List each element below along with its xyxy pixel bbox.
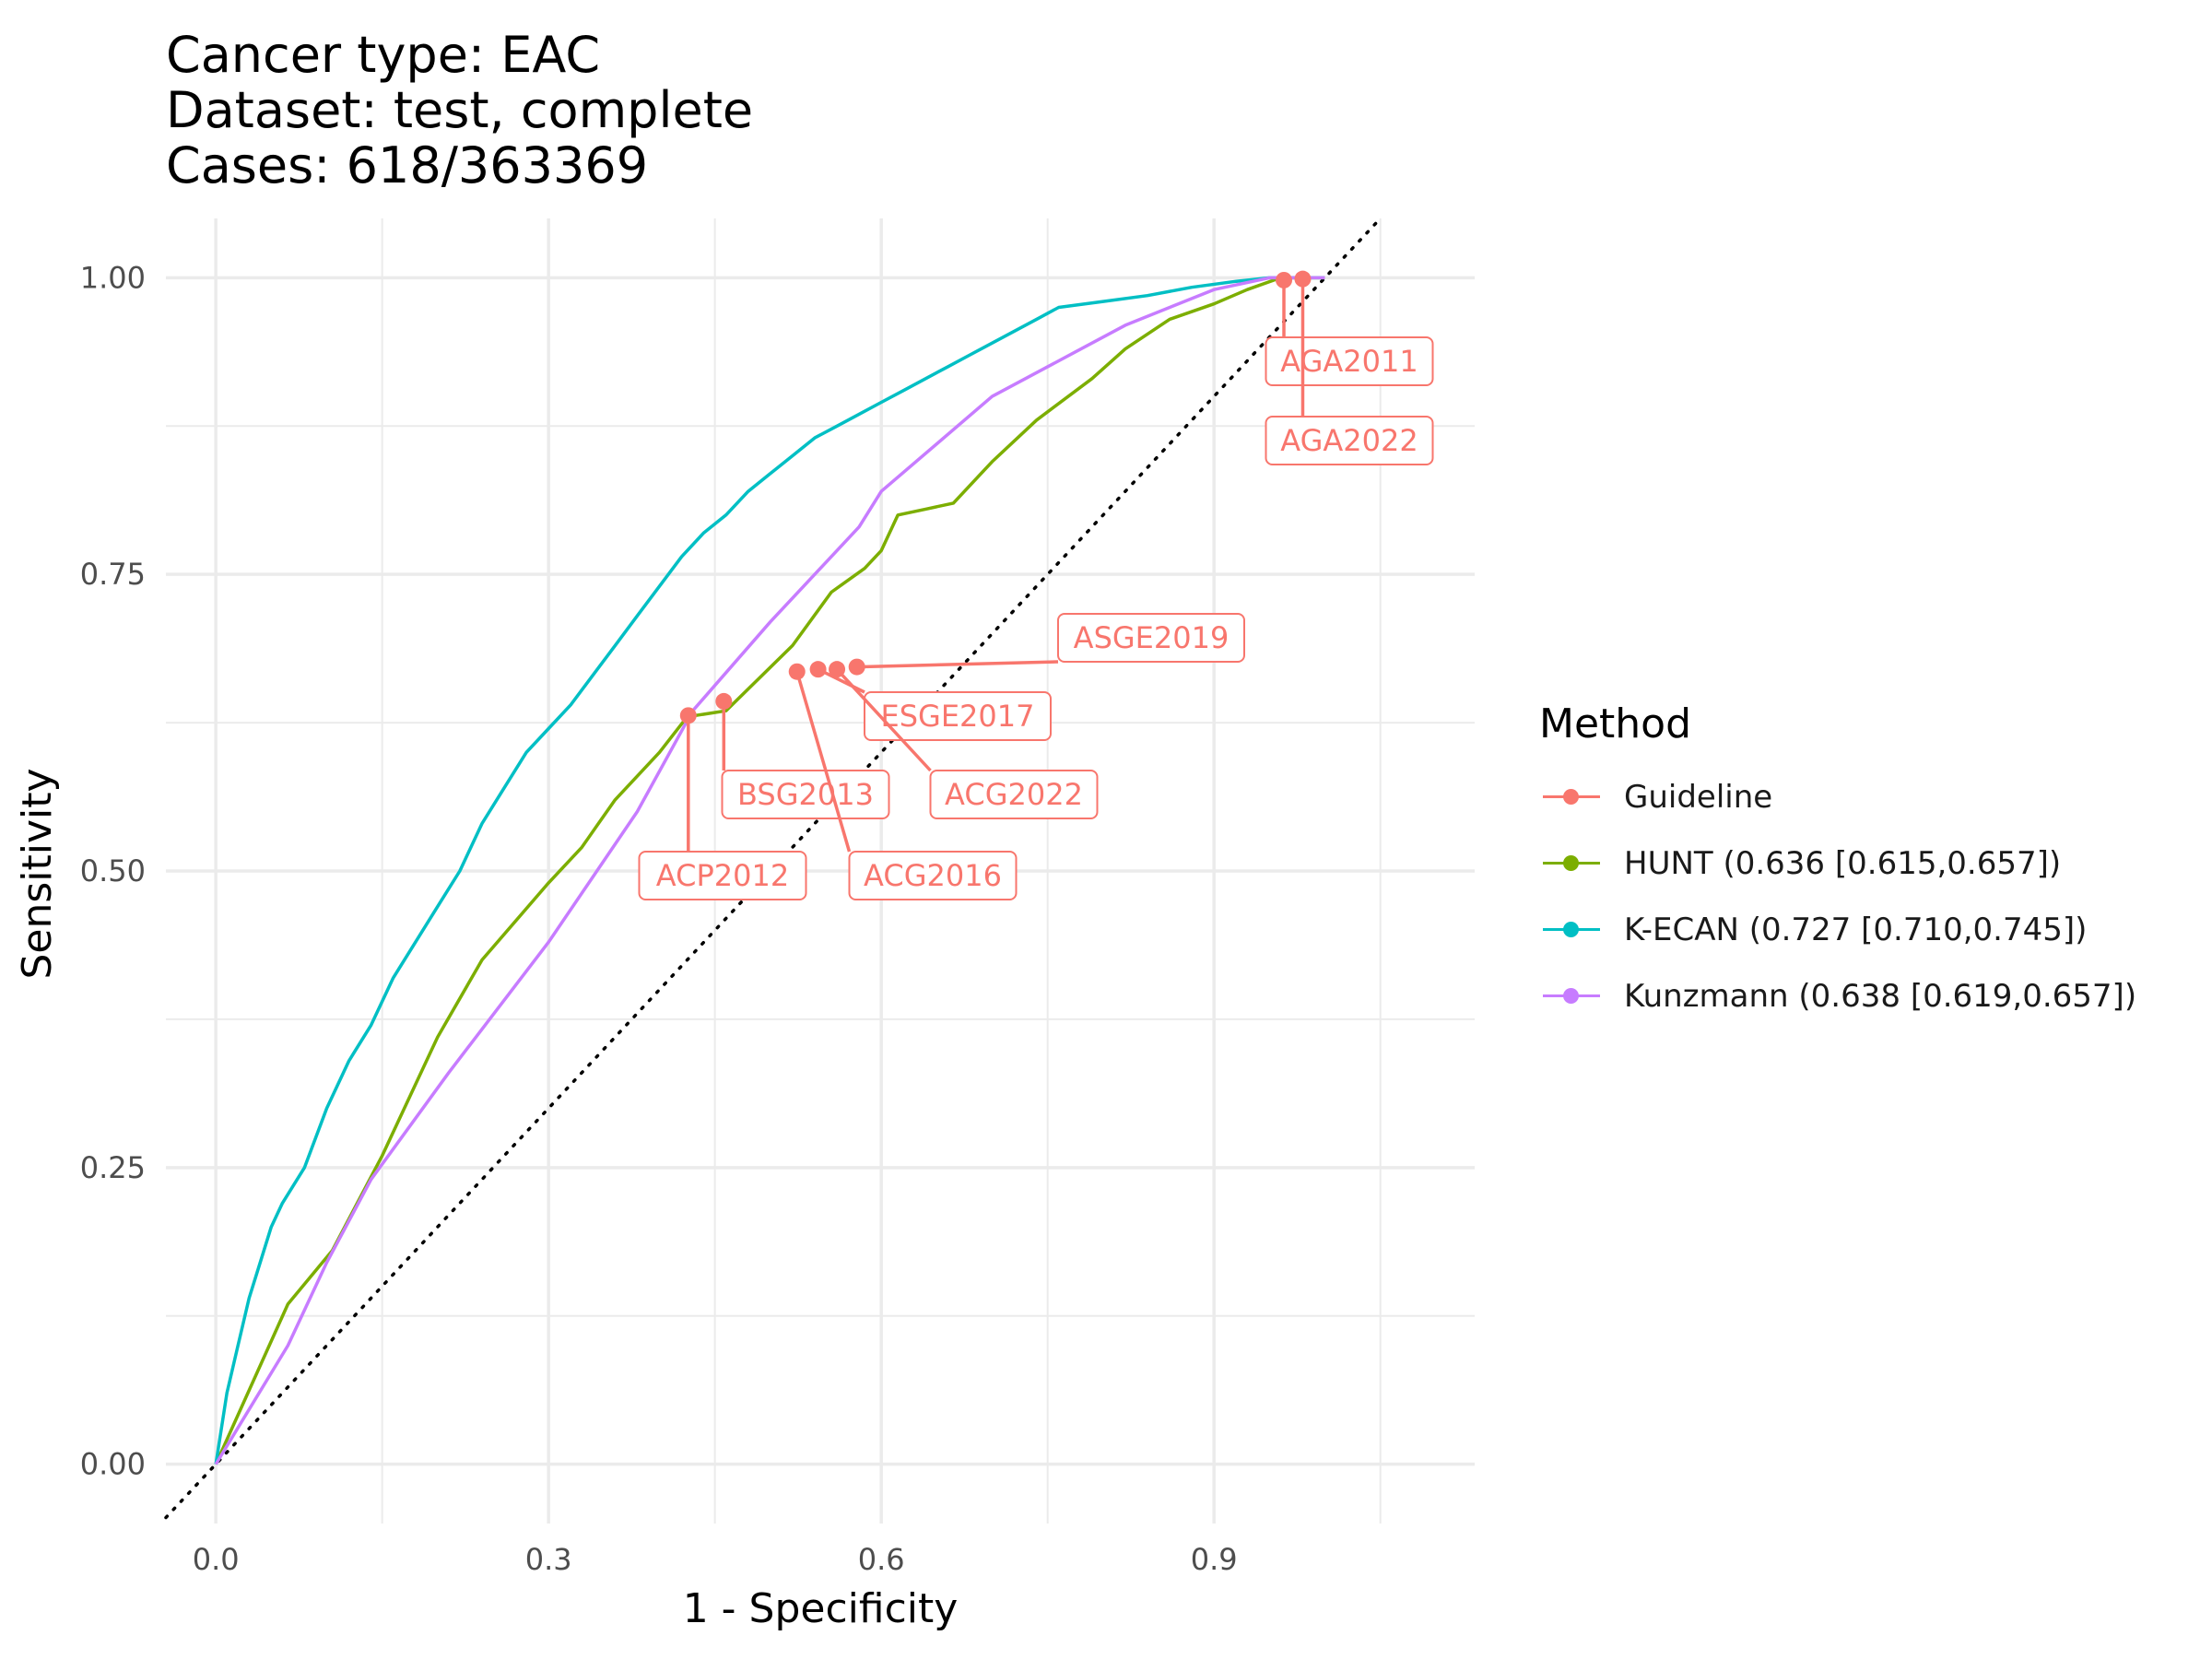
guideline-label-box: [929, 770, 1099, 819]
legend-label: Guideline: [1624, 779, 1773, 816]
legend-key-icon: [1539, 912, 1604, 948]
legend-item: Guideline: [1539, 764, 2136, 830]
x-tick-label: 0.6: [858, 1542, 905, 1577]
guideline-point: [715, 692, 733, 710]
guideline-label-box: [1265, 416, 1434, 465]
legend-key-icon: [1539, 779, 1604, 816]
y-tick-label: 0.75: [80, 557, 146, 592]
title-line-cancer-type: Cancer type: EAC: [166, 26, 601, 84]
guideline-label-box: [1265, 336, 1434, 386]
guideline-label-box: [1057, 613, 1245, 663]
guideline-point: [679, 707, 697, 724]
y-tick-label: 1.00: [80, 260, 146, 295]
series-lines: [214, 276, 1325, 1465]
series-line: [214, 276, 1325, 1465]
guideline-label: ESGE2017: [881, 699, 1035, 734]
legend-title: Method: [1539, 700, 1692, 747]
guideline-connector: [835, 667, 932, 772]
guideline-label-box: [638, 851, 807, 900]
guideline-point: [1294, 270, 1312, 288]
guideline-points: ACP2012 BSG2013 ACG2016 ESGE2017 ACG2022 ASGE…: [638, 270, 1434, 900]
x-axis-label: 1 - Specificity: [683, 1585, 959, 1632]
legend-label: K-ECAN (0.727 [0.710,0.745]): [1624, 912, 2088, 948]
guideline-point: [848, 658, 865, 676]
guideline-label: ACG2022: [945, 777, 1083, 812]
y-tick-label: 0.25: [80, 1150, 146, 1185]
chart-title: Cancer type: EAC Dataset: test, complete…: [166, 28, 753, 194]
guideline-point: [809, 661, 827, 678]
guideline-label: AGA2022: [1280, 423, 1418, 458]
legend-key-icon: [1539, 978, 1604, 1015]
title-line-dataset: Dataset: test, complete: [166, 81, 754, 139]
guideline-label: ACP2012: [656, 858, 789, 893]
legend-item: K-ECAN (0.727 [0.710,0.745]): [1539, 897, 2136, 963]
guideline-label: ASGE2019: [1074, 620, 1230, 655]
guideline-label: AGA2011: [1280, 344, 1418, 379]
guideline-label: ACG2016: [864, 858, 1002, 893]
guideline-point: [1276, 271, 1293, 288]
x-tick-label: 0.0: [193, 1542, 240, 1577]
guideline-connector: [856, 660, 1059, 669]
title-line-cases: Cases: 618/363369: [166, 136, 649, 194]
legend-label: Kunzmann (0.638 [0.619,0.657]): [1624, 978, 2137, 1015]
legend-item: HUNT (0.636 [0.615,0.657]): [1539, 830, 2136, 897]
x-tick-label: 0.3: [525, 1542, 572, 1577]
diagonal-reference-line: [164, 217, 1382, 1520]
reference-diagonal: [164, 217, 1382, 1520]
guideline-point: [829, 661, 846, 678]
y-axis-label: Sensitivity: [14, 768, 61, 979]
legend-key-icon: [1539, 845, 1604, 882]
grid-lines: [166, 218, 1475, 1524]
guideline-label-box: [864, 691, 1052, 741]
series-line: [214, 276, 1325, 1465]
guideline-connector: [795, 671, 852, 853]
guideline-label-box: [848, 851, 1018, 900]
series-line: [214, 276, 1325, 1465]
legend-label: HUNT (0.636 [0.615,0.657]): [1624, 845, 2062, 882]
y-tick-label: 0.00: [80, 1447, 146, 1482]
legend: Method Guideline HUNT (0.636 [0.615,0.657…: [1539, 700, 2136, 1030]
guideline-point: [788, 663, 806, 680]
legend-item: Kunzmann (0.638 [0.619,0.657]): [1539, 963, 2136, 1030]
x-tick-label: 0.9: [1191, 1542, 1238, 1577]
guideline-label-box: [721, 770, 890, 819]
legend-items: Guideline HUNT (0.636 [0.615,0.657]) K-ECA…: [1539, 764, 2136, 1030]
guideline-label: BSG2013: [737, 777, 874, 812]
guideline-connector: [817, 667, 865, 694]
y-tick-label: 0.50: [80, 853, 146, 888]
axis-ticks: 0.0 0.3 0.6 0.9 0.00 0.25 0.50 0.75 1.00: [80, 260, 1238, 1577]
